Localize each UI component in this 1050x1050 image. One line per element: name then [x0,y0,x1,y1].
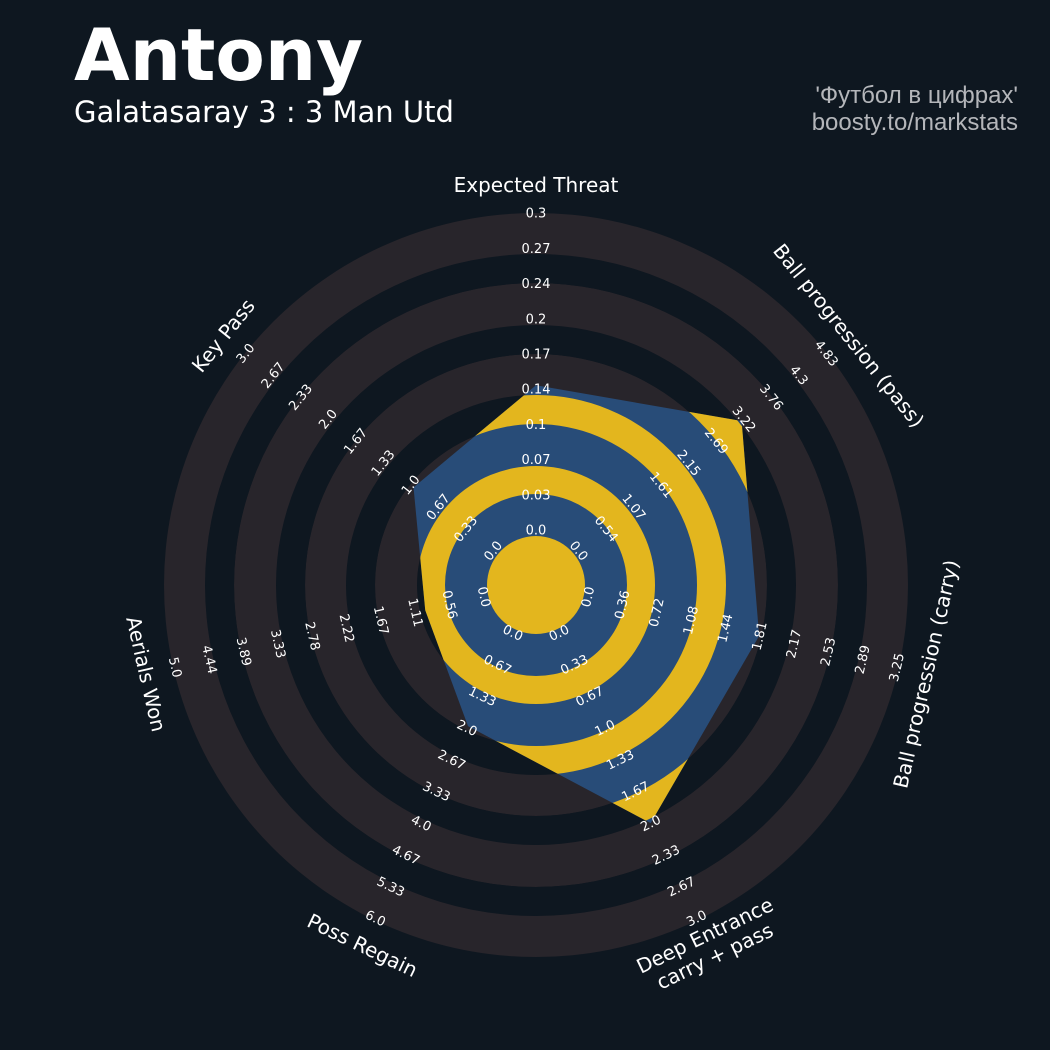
ring-tick-label: 1.11 [404,597,425,629]
radar-ring [487,536,585,634]
credit: 'Футбол в цифрах' boosty.to/markstats [812,82,1018,136]
credit-name: 'Футбол в цифрах' [815,82,1018,109]
ring-tick-label: 0.1 [526,418,547,433]
player-name: Antony [74,13,364,97]
ring-tick-label: 2.89 [853,644,874,676]
ring-tick-label: 3.25 [887,652,908,684]
ring-tick-label: 0.27 [522,242,551,257]
ring-tick-label: 5.0 [165,656,184,680]
ring-tick-label: 3.33 [267,628,288,660]
ring-tick-label: 2.78 [301,620,322,652]
ring-tick-label: 1.44 [715,613,736,645]
ring-tick-label: 3.89 [233,636,254,668]
ring-tick-label: 0.3 [526,207,547,222]
ring-tick-label: 0.14 [522,383,551,398]
ring-tick-label: 0.0 [579,585,598,609]
ring-tick-label: 1.67 [370,605,391,637]
param-label: Aerials Won [121,614,171,734]
ring-tick-label: 0.2 [526,312,547,327]
credit-link: boosty.to/markstats [811,109,1018,136]
ring-tick-label: 0.03 [522,488,551,503]
ring-tick-label: 2.22 [336,613,357,645]
ring-tick-label: 1.08 [681,605,702,637]
ring-tick-label: 2.17 [784,628,805,660]
match-score: Galatasaray 3 : 3 Man Utd [74,95,454,129]
ring-tick-label: 0.0 [526,524,547,539]
ring-tick-label: 0.17 [522,348,551,363]
ring-tick-label: 1.81 [750,620,771,652]
ring-tick-label: 0.36 [612,589,633,621]
param-label: Expected Threat [454,173,619,197]
ring-tick-label: 0.0 [474,585,493,609]
ring-tick-label: 2.53 [818,636,839,668]
ring-tick-label: 0.56 [439,589,460,621]
ring-tick-label: 0.72 [647,597,668,629]
param-label-line: Expected Threat [454,173,619,197]
radar-highlight-rings [413,385,760,824]
ring-tick-label: 0.24 [522,277,551,292]
ring-tick-label: 4.44 [198,644,219,676]
param-label-line: Aerials Won [121,614,171,734]
ring-tick-label: 0.07 [522,453,551,468]
